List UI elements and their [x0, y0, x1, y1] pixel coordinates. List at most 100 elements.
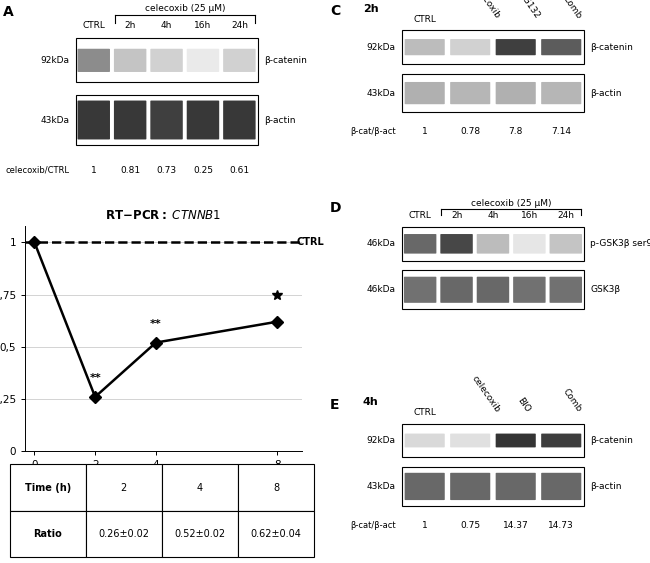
FancyBboxPatch shape: [150, 101, 183, 140]
Bar: [402, 74, 584, 113]
Text: 0.61: 0.61: [229, 166, 250, 175]
Text: CTRL: CTRL: [413, 408, 436, 417]
Text: β-actin: β-actin: [590, 482, 622, 491]
FancyBboxPatch shape: [496, 82, 536, 104]
Text: D: D: [330, 201, 341, 215]
Bar: [162, 464, 238, 511]
Text: 4h: 4h: [488, 212, 499, 221]
Text: 92kDa: 92kDa: [40, 56, 70, 65]
Text: 1: 1: [91, 166, 97, 175]
Text: 4h: 4h: [161, 21, 172, 30]
FancyBboxPatch shape: [440, 234, 473, 253]
Text: **: **: [150, 319, 162, 329]
Text: 16h: 16h: [194, 21, 212, 30]
FancyBboxPatch shape: [187, 49, 219, 72]
Bar: [10, 464, 86, 511]
Text: 16h: 16h: [521, 212, 538, 221]
Bar: [402, 467, 584, 506]
Bar: [402, 423, 584, 457]
Text: 0.73: 0.73: [157, 166, 177, 175]
Bar: [238, 464, 314, 511]
Text: 2h: 2h: [363, 4, 378, 14]
Text: 0.25: 0.25: [193, 166, 213, 175]
Text: 24h: 24h: [557, 212, 575, 221]
Bar: [10, 511, 86, 557]
Text: p-GSK3β ser9: p-GSK3β ser9: [590, 239, 650, 248]
Text: celecoxib (25 μM): celecoxib (25 μM): [471, 199, 551, 208]
FancyBboxPatch shape: [496, 39, 536, 55]
Text: CTRL: CTRL: [413, 15, 436, 24]
FancyBboxPatch shape: [450, 434, 490, 448]
Text: 2h: 2h: [451, 212, 462, 221]
Text: β-actin: β-actin: [590, 88, 622, 97]
Text: 0.62±0.04: 0.62±0.04: [251, 529, 302, 539]
FancyBboxPatch shape: [450, 82, 490, 104]
FancyBboxPatch shape: [114, 49, 146, 72]
Text: CTRL: CTRL: [297, 238, 325, 247]
Text: 1: 1: [422, 127, 428, 136]
Text: 14.37: 14.37: [503, 521, 528, 530]
Text: β-catenin: β-catenin: [264, 56, 307, 65]
Text: 4h: 4h: [363, 397, 378, 408]
Text: Comb: Comb: [561, 387, 584, 414]
FancyBboxPatch shape: [77, 101, 110, 140]
Text: 0.81: 0.81: [120, 166, 140, 175]
FancyBboxPatch shape: [541, 434, 581, 448]
FancyBboxPatch shape: [476, 234, 509, 253]
Text: 43kDa: 43kDa: [40, 115, 70, 124]
FancyBboxPatch shape: [77, 49, 110, 72]
FancyBboxPatch shape: [223, 49, 255, 72]
Title: $\mathbf{RT\!-\!PCR:}$ $\mathit{CTNNB1}$: $\mathbf{RT\!-\!PCR:}$ $\mathit{CTNNB1}$: [105, 209, 222, 222]
FancyBboxPatch shape: [405, 82, 445, 104]
Text: 7.14: 7.14: [551, 127, 571, 136]
FancyBboxPatch shape: [549, 276, 582, 303]
FancyBboxPatch shape: [513, 276, 545, 303]
FancyBboxPatch shape: [223, 101, 255, 140]
FancyBboxPatch shape: [114, 101, 146, 140]
Text: MG132: MG132: [515, 0, 541, 20]
X-axis label: Time (h): Time (h): [140, 476, 187, 486]
Text: 0.75: 0.75: [460, 521, 480, 530]
Text: 24h: 24h: [231, 21, 248, 30]
Bar: [162, 511, 238, 557]
Text: 43kDa: 43kDa: [367, 482, 396, 491]
Text: 8: 8: [273, 482, 279, 493]
FancyBboxPatch shape: [549, 234, 582, 253]
Text: 43kDa: 43kDa: [367, 88, 396, 97]
Text: GSK3β: GSK3β: [590, 285, 620, 294]
FancyBboxPatch shape: [440, 276, 473, 303]
Bar: [402, 30, 584, 64]
FancyBboxPatch shape: [496, 434, 536, 448]
FancyBboxPatch shape: [404, 234, 436, 253]
FancyBboxPatch shape: [450, 39, 490, 55]
Text: 0.26±0.02: 0.26±0.02: [98, 529, 150, 539]
Text: **: **: [89, 373, 101, 383]
FancyBboxPatch shape: [405, 39, 445, 55]
FancyBboxPatch shape: [476, 276, 509, 303]
Text: 2: 2: [121, 482, 127, 493]
Text: 4: 4: [197, 482, 203, 493]
FancyBboxPatch shape: [541, 473, 581, 500]
Text: 46kDa: 46kDa: [367, 239, 396, 248]
Bar: [86, 511, 162, 557]
Text: Ratio: Ratio: [33, 529, 62, 539]
Bar: [402, 227, 584, 261]
FancyBboxPatch shape: [496, 473, 536, 500]
Text: 1: 1: [422, 521, 428, 530]
Text: 92kDa: 92kDa: [367, 436, 396, 445]
Bar: [86, 464, 162, 511]
FancyBboxPatch shape: [405, 434, 445, 448]
Text: 92kDa: 92kDa: [367, 43, 396, 52]
Bar: [402, 270, 584, 309]
Text: A: A: [3, 5, 14, 19]
Bar: [75, 95, 257, 145]
Text: BIO: BIO: [515, 396, 532, 414]
Text: 14.73: 14.73: [549, 521, 574, 530]
Text: 46kDa: 46kDa: [367, 285, 396, 294]
FancyBboxPatch shape: [541, 82, 581, 104]
Text: β-catenin: β-catenin: [590, 436, 633, 445]
Text: E: E: [330, 398, 339, 412]
FancyBboxPatch shape: [404, 276, 436, 303]
Text: Time (h): Time (h): [25, 482, 71, 493]
FancyBboxPatch shape: [150, 49, 183, 72]
